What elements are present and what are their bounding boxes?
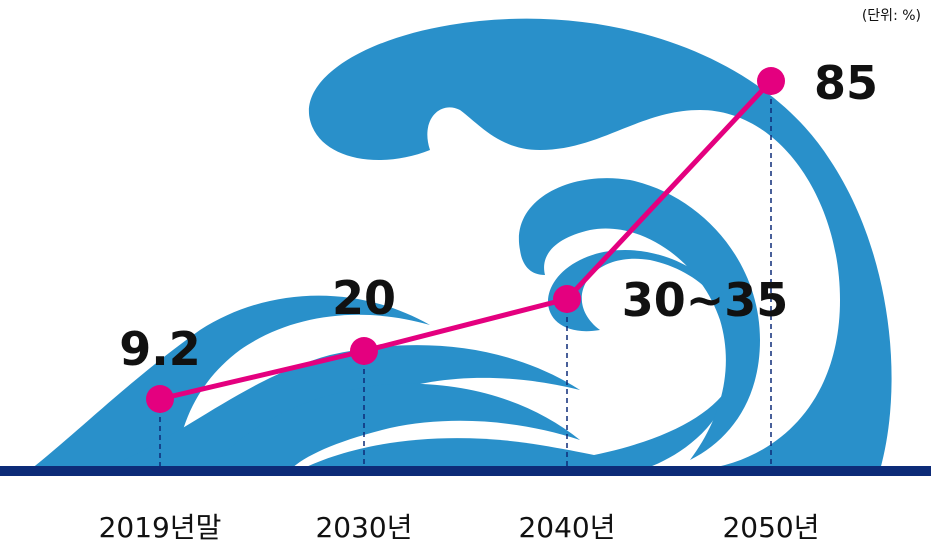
data-point-1 [350,337,378,365]
wave-bottom-ripple [300,438,660,470]
wave-inner-swirl [518,178,760,460]
value-label-1: 20 [332,271,396,325]
x-tick-label-0: 2019년말 [99,511,222,544]
x-tick-label-2: 2040년 [518,511,615,544]
data-point-0 [146,385,174,413]
value-label-3: 85 [814,56,878,110]
wave-big-curl [308,18,892,470]
data-point-2 [553,285,581,313]
value-label-2: 30~35 [622,273,789,327]
series-line [159,79,773,402]
wave-illustration [30,18,892,470]
x-tick-label-1: 2030년 [315,511,412,544]
wave-left [30,295,430,470]
x-tick-label-3: 2050년 [722,511,819,544]
unit-label: (단위: %) [862,8,921,24]
value-label-0: 9.2 [119,322,201,376]
wave-lower [210,383,580,470]
data-point-3 [757,67,785,95]
